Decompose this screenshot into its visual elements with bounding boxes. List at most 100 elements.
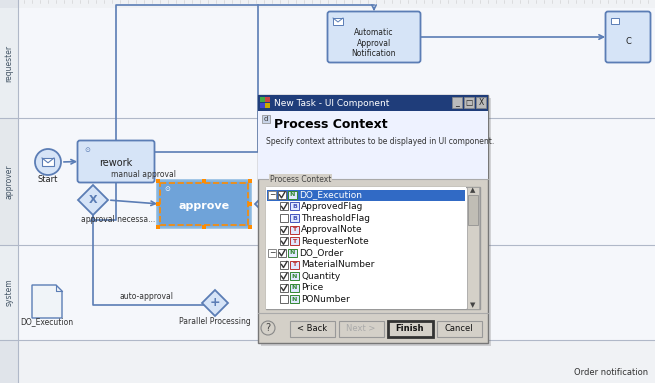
Text: X: X <box>88 195 98 205</box>
Text: B: B <box>292 216 297 221</box>
Bar <box>280 226 288 234</box>
Text: Start: Start <box>38 175 58 185</box>
Text: RequesterNote: RequesterNote <box>301 237 369 246</box>
Polygon shape <box>78 185 108 215</box>
Text: N: N <box>290 250 295 255</box>
Text: B: B <box>292 204 297 209</box>
Bar <box>290 214 299 222</box>
Text: PONumber: PONumber <box>301 295 350 304</box>
Text: Process Context: Process Context <box>270 175 331 184</box>
Text: < Back: < Back <box>297 324 327 333</box>
Bar <box>280 237 288 245</box>
Text: T: T <box>292 227 297 232</box>
Text: Cancel: Cancel <box>445 324 474 333</box>
Bar <box>267 190 465 201</box>
Text: Next >: Next > <box>346 324 376 333</box>
Bar <box>611 18 619 24</box>
FancyBboxPatch shape <box>328 11 421 62</box>
Text: T: T <box>292 262 297 267</box>
Bar <box>280 295 288 303</box>
Bar <box>290 272 299 280</box>
Bar <box>258 111 488 179</box>
Text: ⊙: ⊙ <box>164 186 170 192</box>
Text: ApprovedFlag: ApprovedFlag <box>301 202 364 211</box>
Text: _: _ <box>455 98 459 107</box>
Polygon shape <box>202 290 228 316</box>
FancyBboxPatch shape <box>605 11 650 62</box>
Text: N: N <box>292 297 297 302</box>
Bar <box>280 284 288 292</box>
Bar <box>268 191 276 199</box>
Bar <box>333 18 343 25</box>
Bar <box>268 249 276 257</box>
Text: system: system <box>5 279 14 306</box>
Bar <box>278 249 286 257</box>
Bar <box>290 284 299 292</box>
Polygon shape <box>32 285 62 318</box>
Text: Finish: Finish <box>396 324 424 333</box>
Bar <box>260 103 265 108</box>
FancyBboxPatch shape <box>436 321 481 337</box>
Bar <box>290 203 299 210</box>
Text: auto-approval: auto-approval <box>120 292 174 301</box>
Bar <box>280 272 288 280</box>
Bar <box>288 249 297 257</box>
Text: approval necessa...: approval necessa... <box>81 215 155 224</box>
Bar <box>265 97 270 102</box>
Bar <box>258 95 488 111</box>
Text: DO_Execution: DO_Execution <box>20 317 73 326</box>
Text: N: N <box>292 285 297 290</box>
Text: d: d <box>264 116 268 122</box>
Text: Specify context attributes to be displayed in UI component.: Specify context attributes to be display… <box>266 136 495 146</box>
Text: ⊙: ⊙ <box>84 147 90 153</box>
Bar <box>0 118 18 245</box>
Text: ?: ? <box>265 323 271 333</box>
Text: Parallel Processing: Parallel Processing <box>179 317 251 326</box>
Bar <box>18 8 655 118</box>
Bar <box>280 203 288 210</box>
Text: DO_Execution: DO_Execution <box>299 190 362 199</box>
Text: C: C <box>625 38 631 46</box>
Bar <box>18 118 655 245</box>
Text: ▼: ▼ <box>470 302 476 308</box>
Bar <box>290 237 299 245</box>
Bar <box>452 97 462 108</box>
Text: −: − <box>269 190 275 199</box>
Bar <box>18 245 655 340</box>
Bar <box>464 97 474 108</box>
Text: N: N <box>290 192 295 197</box>
Text: ▲: ▲ <box>470 187 476 193</box>
Text: approver: approver <box>5 164 14 199</box>
Text: rework: rework <box>100 159 132 169</box>
Text: New Task - UI Component: New Task - UI Component <box>274 98 389 108</box>
Polygon shape <box>255 191 281 217</box>
Circle shape <box>35 149 61 175</box>
Bar <box>258 95 488 343</box>
Text: ApprovalNote: ApprovalNote <box>301 225 363 234</box>
Text: ThreasholdFlag: ThreasholdFlag <box>301 214 370 223</box>
Text: DO_Order: DO_Order <box>299 249 343 257</box>
Text: Process Context: Process Context <box>274 118 388 131</box>
Bar <box>260 97 265 102</box>
Bar <box>280 214 288 222</box>
Text: N: N <box>292 273 297 279</box>
Text: Quantity: Quantity <box>301 272 340 281</box>
Bar <box>288 191 297 199</box>
Text: Price: Price <box>301 283 324 292</box>
Text: approve: approve <box>178 201 229 211</box>
Text: T: T <box>292 239 297 244</box>
Bar <box>0 0 18 383</box>
Bar <box>467 187 479 309</box>
Bar <box>265 103 270 108</box>
Bar <box>290 260 299 268</box>
Bar <box>0 245 18 340</box>
Bar <box>42 158 54 166</box>
Text: □: □ <box>465 98 473 107</box>
Bar <box>261 98 491 346</box>
FancyBboxPatch shape <box>77 141 155 183</box>
FancyBboxPatch shape <box>339 321 383 337</box>
Text: requester: requester <box>5 44 14 82</box>
Text: Automatic
Approval
Notification: Automatic Approval Notification <box>352 28 396 58</box>
Text: Order notification: Order notification <box>574 368 648 377</box>
Bar <box>290 295 299 303</box>
